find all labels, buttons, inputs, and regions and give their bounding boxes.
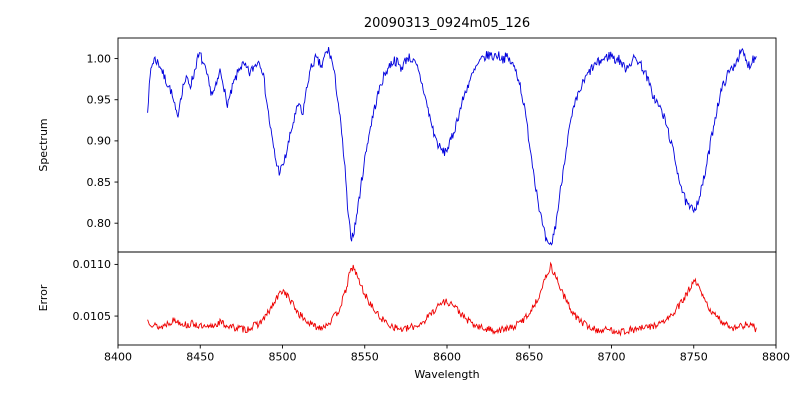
error-y-tick-label: 0.0110 xyxy=(73,258,112,271)
chart-title: 20090313_0924m05_126 xyxy=(364,16,530,31)
error-y-axis-label: Error xyxy=(37,284,50,311)
x-tick-label: 8700 xyxy=(598,351,626,364)
x-tick-label: 8750 xyxy=(680,351,708,364)
spectrum-axes-frame xyxy=(117,37,777,253)
spectrum-panel: 0.80 0.85 0.90 0.95 1.00 xyxy=(87,37,777,253)
spectrum-y-tick-label: 0.90 xyxy=(87,135,112,148)
x-tick-label: 8400 xyxy=(104,351,132,364)
spectrum-y-tick-label: 1.00 xyxy=(87,52,112,65)
spectrum-y-tick-label: 0.85 xyxy=(87,176,112,189)
spectrum-y-axis-label: Spectrum xyxy=(37,118,50,171)
error-panel: 0.0105 0.0110 8400 8450 8500 8550 8600 8650 8700… xyxy=(73,251,790,364)
x-tick-label: 8550 xyxy=(351,351,379,364)
spectrum-line xyxy=(147,47,757,246)
x-tick-label: 8650 xyxy=(515,351,543,364)
x-tick-label: 8600 xyxy=(433,351,461,364)
spectrum-y-tick-label: 0.95 xyxy=(87,94,112,107)
error-axes-frame xyxy=(117,251,777,346)
x-tick-label: 8450 xyxy=(186,351,214,364)
error-y-tick-label: 0.0105 xyxy=(73,310,112,323)
x-axis-label: Wavelength xyxy=(414,368,479,381)
spectrum-y-tick-label: 0.80 xyxy=(87,217,112,230)
error-line xyxy=(147,261,757,337)
x-tick-label: 8500 xyxy=(269,351,297,364)
x-tick-label: 8800 xyxy=(762,351,790,364)
